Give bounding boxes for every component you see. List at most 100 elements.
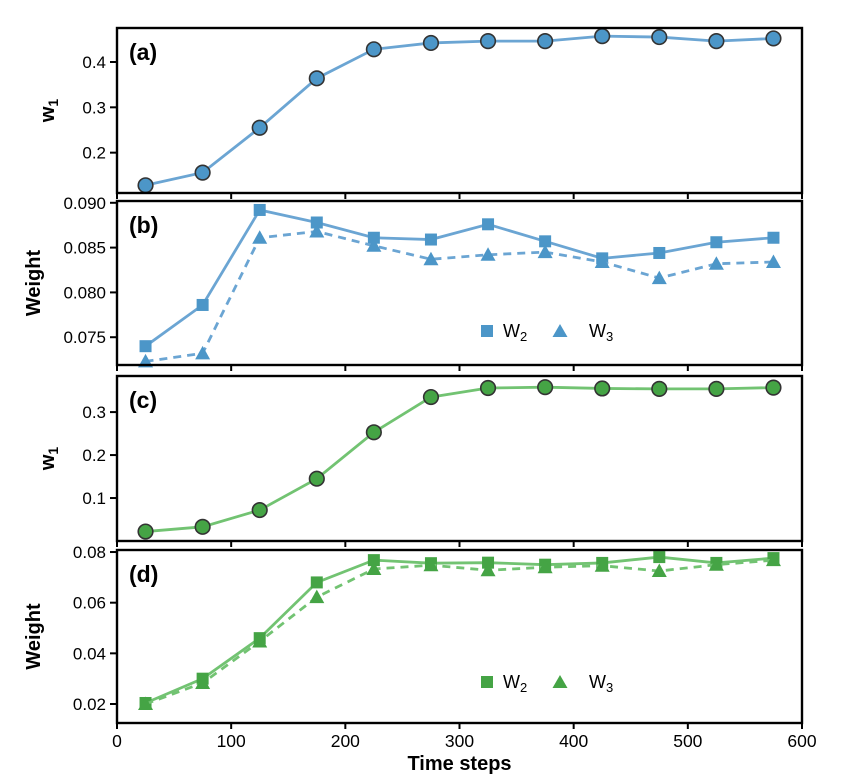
square-marker <box>653 551 666 564</box>
triangle-marker <box>480 247 496 261</box>
panel-letter-c: (c) <box>129 387 157 413</box>
triangle-marker <box>138 696 154 711</box>
y-tick-label: 0.3 <box>82 98 106 117</box>
circle-marker <box>651 380 668 397</box>
panel-letter-d: (d) <box>129 561 158 587</box>
circle-marker <box>537 33 554 50</box>
y-tick-label: 0.2 <box>82 144 106 163</box>
triangle-marker <box>594 558 610 572</box>
square-marker <box>482 218 495 231</box>
square-marker <box>310 216 323 229</box>
triangle-marker <box>537 559 553 574</box>
circle-marker <box>365 41 382 58</box>
y-tick-label: 0.3 <box>82 403 106 422</box>
circle-marker <box>308 70 325 87</box>
y-tick-label: 0.02 <box>73 695 106 714</box>
triangle-marker <box>252 230 268 244</box>
panel-b: 0.075 0.080 0.085 0.090 (b) Weight W2 W3 <box>23 194 804 371</box>
series-W3-line <box>145 558 774 706</box>
square-marker <box>710 236 723 249</box>
panel-c: 0.10.20.3 (c)w1 <box>37 374 804 547</box>
y-tick-label: 0.080 <box>63 283 106 302</box>
triangle-marker <box>765 552 781 567</box>
triangle-marker <box>765 254 781 268</box>
square-marker <box>367 231 380 244</box>
square-marker <box>310 576 323 589</box>
panel-frame <box>115 548 804 725</box>
y-axis-label: Weight <box>23 250 45 317</box>
circle-marker <box>422 34 440 52</box>
triangle-marker <box>309 223 325 238</box>
y-tick-label: 0.08 <box>73 543 106 562</box>
x-tick-label: 300 <box>445 731 474 751</box>
panel-letter-b: (b) <box>129 212 158 238</box>
circle-marker <box>308 470 325 487</box>
circle-marker <box>479 33 497 50</box>
square-marker <box>196 298 209 311</box>
circle-marker <box>594 28 611 45</box>
y-tick-label: 0.04 <box>73 644 106 663</box>
triangle-marker <box>594 254 610 268</box>
panel-frame <box>115 26 804 195</box>
square-marker <box>367 554 380 567</box>
circle-marker <box>137 523 154 540</box>
triangle-marker <box>708 557 724 571</box>
triangle-marker <box>423 557 439 572</box>
y-tick-label: 0.4 <box>82 53 106 72</box>
triangle-marker <box>537 244 553 259</box>
triangle-marker <box>309 589 325 604</box>
circle-marker <box>708 380 725 397</box>
panel-a: 0.20.30.4 (a)w1 <box>37 26 804 199</box>
series-w1-line <box>145 385 774 533</box>
square-marker <box>539 235 552 248</box>
y-tick-label: 0.1 <box>82 489 106 508</box>
circle-marker <box>251 501 268 519</box>
svg-text:Weight: Weight <box>23 250 45 317</box>
circle-marker <box>251 119 268 136</box>
triangle-marker <box>480 562 496 577</box>
x-tick-label: 400 <box>559 731 588 751</box>
legend-square-marker <box>481 325 493 337</box>
y-tick-label: 0.085 <box>63 239 106 258</box>
triangle-marker <box>195 675 211 689</box>
triangle-marker <box>366 561 382 575</box>
x-tick-label: 0 <box>112 731 122 751</box>
y-tick-label: 0.06 <box>73 594 106 613</box>
x-axis-label: Time steps <box>407 753 511 775</box>
legend-triangle-marker <box>552 324 568 337</box>
svg-text:Weight: Weight <box>23 603 45 670</box>
triangle-marker <box>366 238 382 252</box>
square-marker <box>653 246 666 259</box>
square-marker <box>424 233 437 246</box>
square-marker <box>139 340 152 353</box>
triangle-marker <box>195 345 211 360</box>
circle-marker <box>765 30 782 47</box>
series-W2-line <box>144 555 774 705</box>
series-W3-line <box>145 230 774 363</box>
triangle-marker <box>423 251 439 266</box>
x-tick-label: 200 <box>331 731 360 751</box>
square-marker <box>253 203 266 216</box>
y-axis-label: Weight <box>23 603 45 670</box>
square-marker <box>767 231 780 244</box>
circle-marker <box>594 380 611 397</box>
circle-marker <box>422 388 440 406</box>
x-tick-label: 100 <box>217 731 246 751</box>
y-tick-label: 0.075 <box>63 328 106 347</box>
triangle-marker <box>651 563 667 578</box>
circle-marker <box>765 379 782 396</box>
circle-marker <box>137 177 154 194</box>
panel-frame <box>115 199 804 367</box>
panel-frame <box>115 374 804 543</box>
circle-marker <box>479 379 497 397</box>
legend-triangle-marker <box>552 675 568 688</box>
x-tick-label: 500 <box>673 731 702 751</box>
circle-marker <box>537 379 554 396</box>
circle-marker <box>708 33 725 50</box>
circle-marker <box>194 164 211 181</box>
circle-marker <box>365 424 382 441</box>
circle-marker <box>194 518 211 535</box>
triangle-marker <box>651 270 667 285</box>
x-tick-label: 600 <box>787 731 816 751</box>
